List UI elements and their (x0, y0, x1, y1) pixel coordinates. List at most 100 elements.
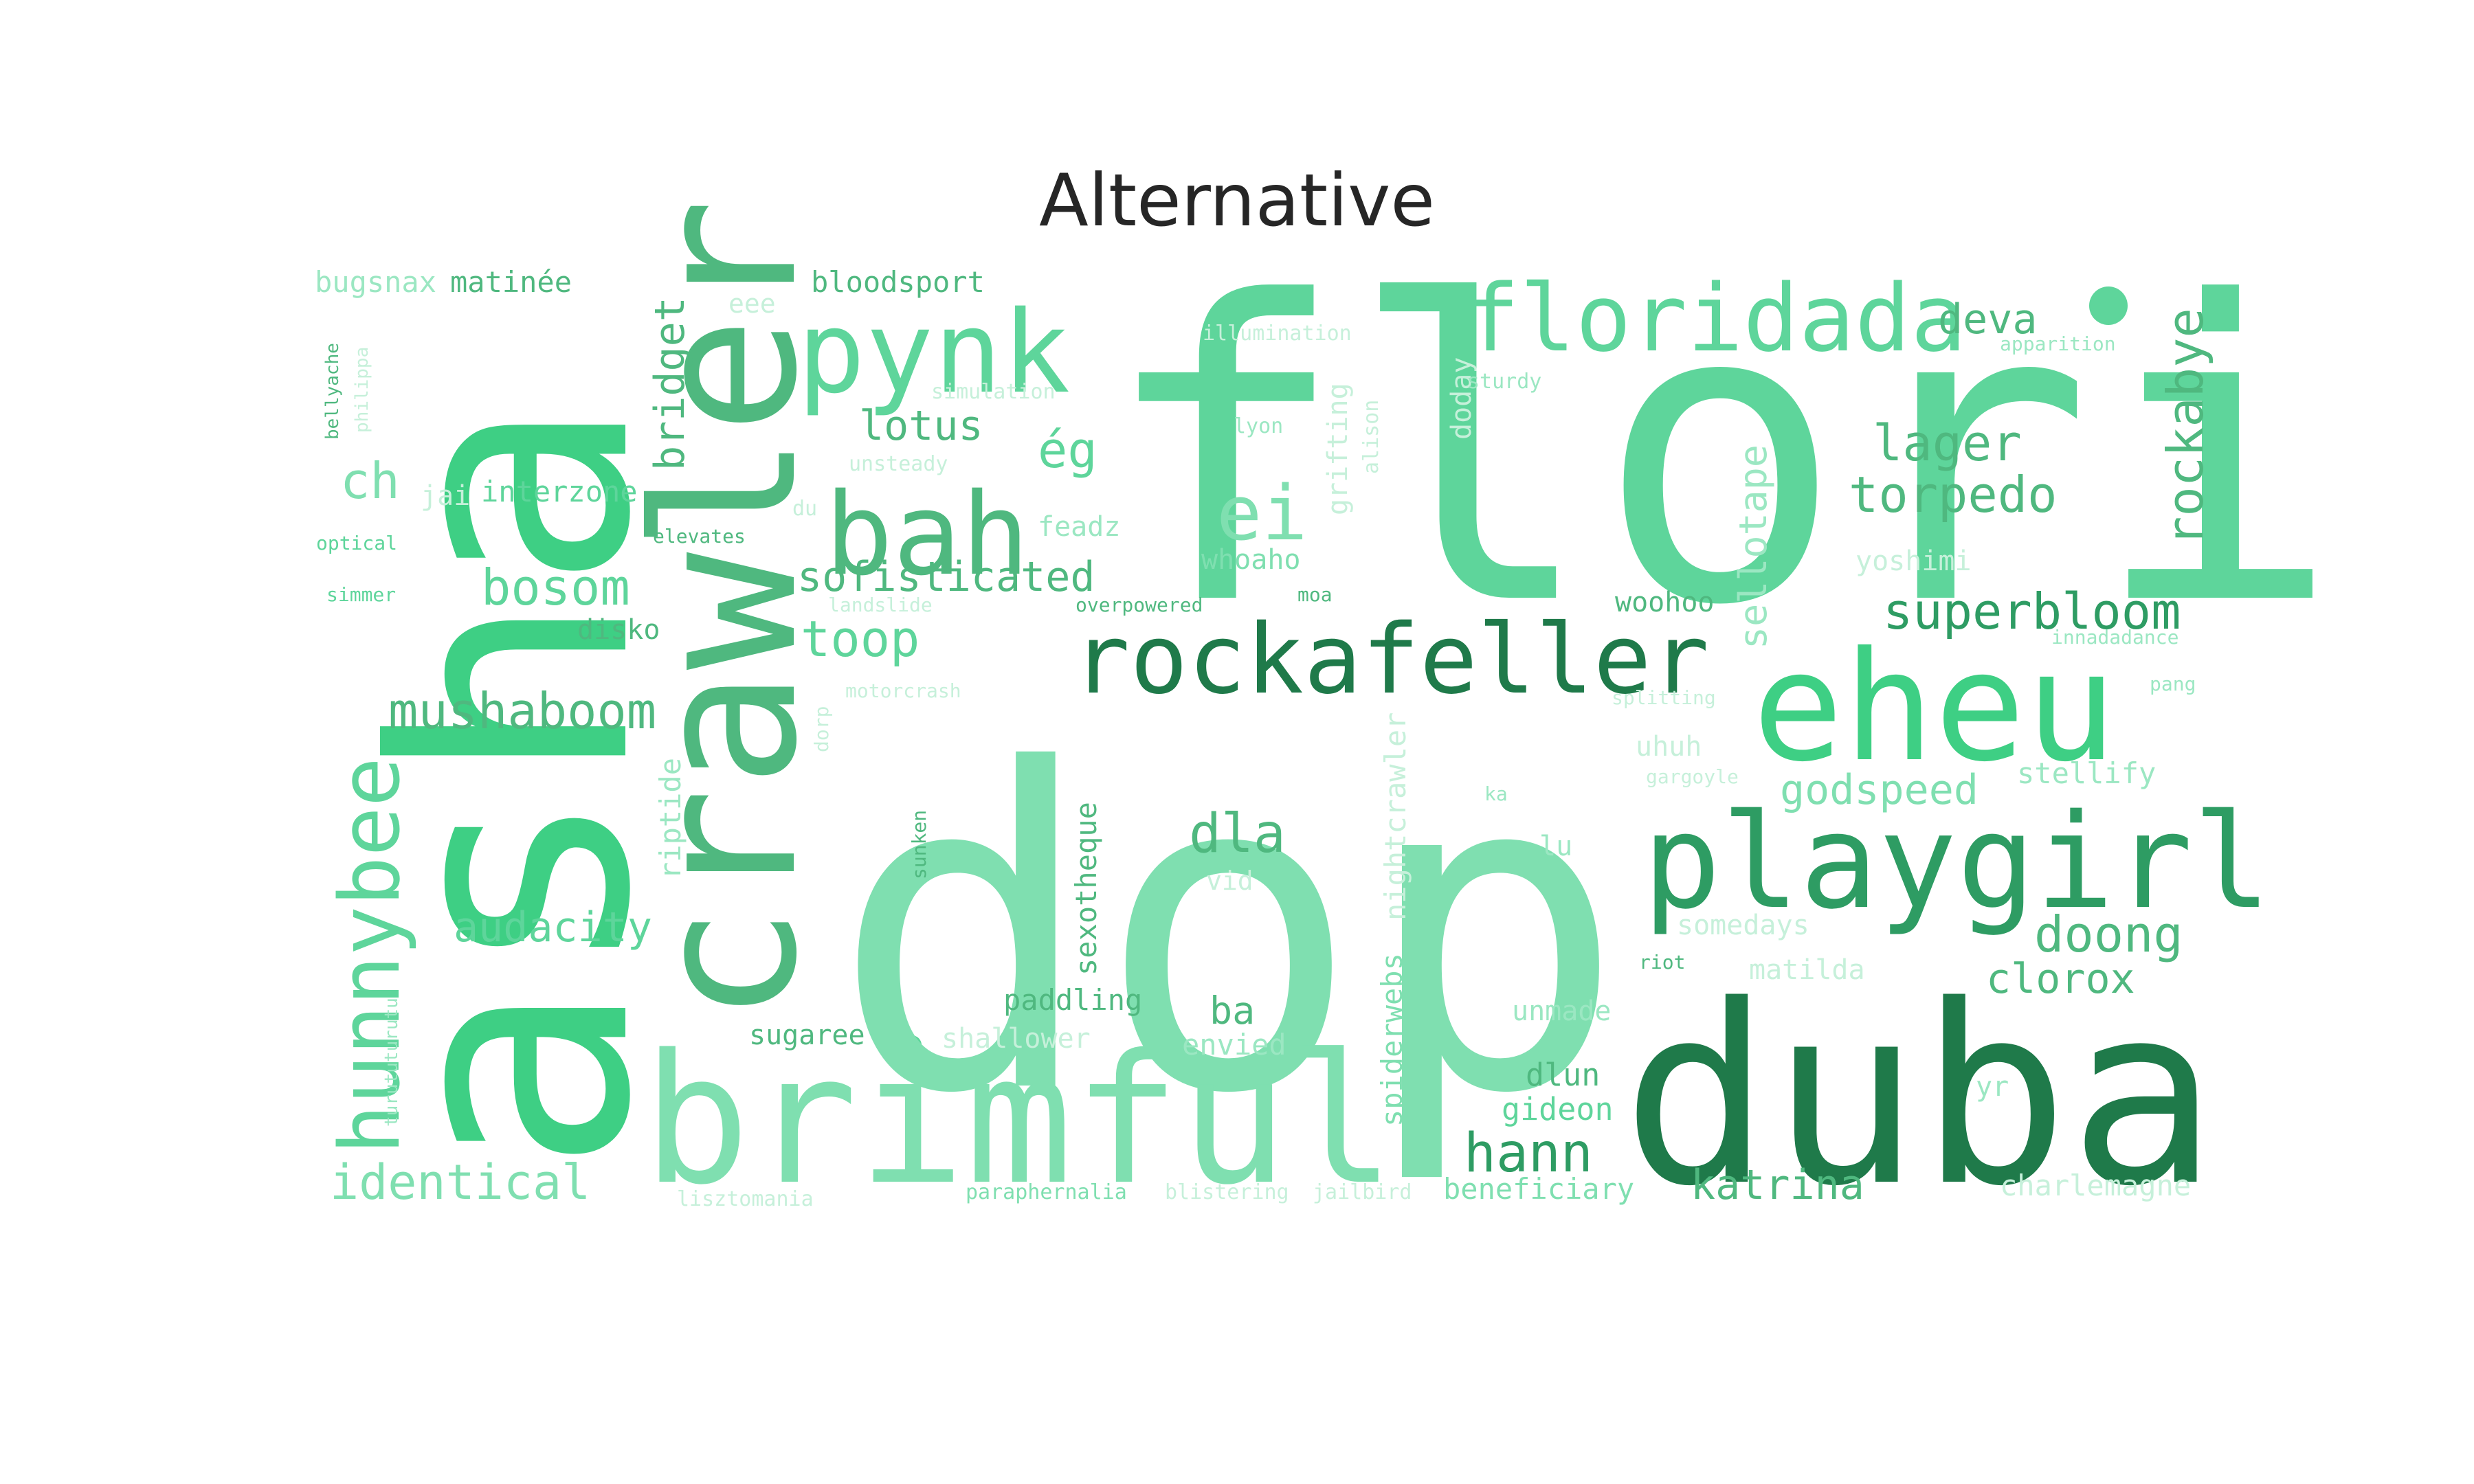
word-sellotape: sellotape (1731, 445, 1775, 649)
word-feadz: feadz (1038, 511, 1120, 543)
word-splitting: splitting (1612, 686, 1716, 709)
word-rockabye: rockabye (2157, 308, 2214, 546)
word-rockafeller: rockafeller (1072, 604, 1709, 716)
word-dla: dla (1189, 803, 1286, 865)
word-duba: duba (1622, 952, 2218, 1240)
word-pynk: pynk (797, 286, 1070, 418)
word-spiderwebs: spiderwebs (1375, 953, 1409, 1127)
word-unsteady: unsteady (849, 452, 948, 476)
word-beneficiary: beneficiary (1443, 1172, 1634, 1206)
word-godspeed: godspeed (1780, 766, 1979, 814)
word-matilda: matilda (1749, 954, 1865, 986)
chart-title: Alternative (1038, 159, 1436, 243)
word-grifting: grifting (1322, 383, 1354, 515)
word-katrina: katrina (1691, 1161, 1864, 1209)
word-envied: envied (1182, 1028, 1286, 1061)
word-doday: doday (1446, 357, 1478, 440)
word-landslide: landslide (828, 594, 933, 616)
word-lager: lager (1873, 414, 2022, 472)
word-interzone: interzone (481, 475, 638, 508)
word-clorox: clorox (1986, 955, 2135, 1003)
word-floridada: floridada (1464, 265, 1967, 372)
word-stellify: stellify (2017, 756, 2156, 790)
word-simulation: simulation (931, 380, 1056, 404)
word-paddling: paddling (1003, 983, 1142, 1017)
word-yoshimi: yoshimi (1855, 546, 1972, 577)
word-crawler: crawler (612, 199, 840, 1024)
word-nightcrawler: nightcrawler (1379, 712, 1412, 921)
word-dorp: dorp (810, 706, 833, 752)
word-ba: ba (1210, 989, 1255, 1033)
word-ei: ei (1216, 469, 1307, 557)
word-disko: disko (577, 614, 660, 646)
word--g: ég (1038, 421, 1097, 479)
word-dlun: dlun (1526, 1057, 1600, 1093)
word-audacity: audacity (454, 903, 652, 952)
word-lisztomania: lisztomania (677, 1187, 814, 1211)
word-gargoyle: gargoyle (1646, 765, 1739, 788)
word-hunnybee: hunnybee (323, 757, 419, 1154)
word-vid: vid (1206, 866, 1253, 896)
word-du: du (792, 497, 817, 521)
word-ka: ka (1484, 783, 1508, 805)
word-mushaboom: mushaboom (388, 682, 656, 740)
word-alison: alison (1359, 400, 1383, 474)
word-turututurutu: turututurutu (381, 998, 402, 1127)
word-sexotheque: sexotheque (1069, 802, 1103, 976)
word-unmade: unmade (1512, 996, 1612, 1027)
word-pang: pang (2150, 673, 2196, 695)
word-bridget: bridget (646, 297, 694, 471)
word-apparition: apparition (2000, 333, 2116, 355)
word-simmer: simmer (326, 583, 396, 606)
word-gideon: gideon (1502, 1091, 1614, 1127)
word-matin-e: matinée (450, 265, 572, 299)
word-sugaree: sugaree (749, 1020, 865, 1051)
word-torpedo: torpedo (1849, 466, 2057, 524)
word-riptide: riptide (654, 758, 687, 879)
word-playgirl: playgirl (1642, 786, 2271, 938)
word-motorcrash: motorcrash (845, 679, 961, 702)
word-deva: deva (1938, 295, 2038, 344)
word-bellyache: bellyache (322, 343, 343, 440)
word-philippa: philippa (352, 347, 372, 433)
word-jailbird: jailbird (1313, 1180, 1412, 1204)
word-bah: bah (825, 469, 1029, 600)
word-hann: hann (1464, 1123, 1593, 1184)
dot-mark (902, 1035, 922, 1055)
word-somedays: somedays (1677, 910, 1809, 941)
word-blistering: blistering (1165, 1180, 1289, 1204)
word-yr: yr (1976, 1071, 2009, 1103)
word-paraphernalia: paraphernalia (966, 1180, 1127, 1204)
word-bugsnax: bugsnax (315, 265, 436, 299)
word-bloodsport: bloodsport (811, 265, 985, 299)
word-lyon: lyon (1234, 414, 1283, 438)
word-superbloom: superbloom (1883, 583, 2181, 640)
word-lu: lu (1539, 831, 1572, 862)
word-uhuh: uhuh (1636, 731, 1702, 763)
word-riot: riot (1639, 951, 1685, 974)
word-charlemagne: charlemagne (2000, 1169, 2191, 1202)
word-innadadance: innadadance (2051, 626, 2178, 649)
word-eee: eee (728, 289, 776, 319)
word-moa: moa (1297, 583, 1333, 606)
word-whoaho: whoaho (1201, 544, 1301, 576)
word-elevates: elevates (653, 525, 746, 548)
word-asha: asha (326, 397, 702, 1175)
word-ch: ch (340, 452, 400, 510)
word-lotus: lotus (859, 402, 983, 450)
word-toop: toop (801, 610, 920, 668)
word-dop: dop (832, 677, 1626, 1189)
word-optical: optical (316, 532, 397, 554)
word-illumination: illumination (1203, 322, 1352, 346)
word-shallower: shallower (941, 1023, 1091, 1055)
word-flori: flori (1100, 215, 2341, 695)
word-brimful: brimful (643, 1017, 1396, 1224)
word-jai: jai (421, 480, 470, 512)
word-eheu: eheu (1752, 619, 2117, 795)
dot-mark (2089, 286, 2128, 325)
word-overpowered: overpowered (1076, 594, 1203, 616)
word-sturdy: sturdy (1467, 370, 1541, 394)
word-identical: identical (330, 1154, 590, 1211)
